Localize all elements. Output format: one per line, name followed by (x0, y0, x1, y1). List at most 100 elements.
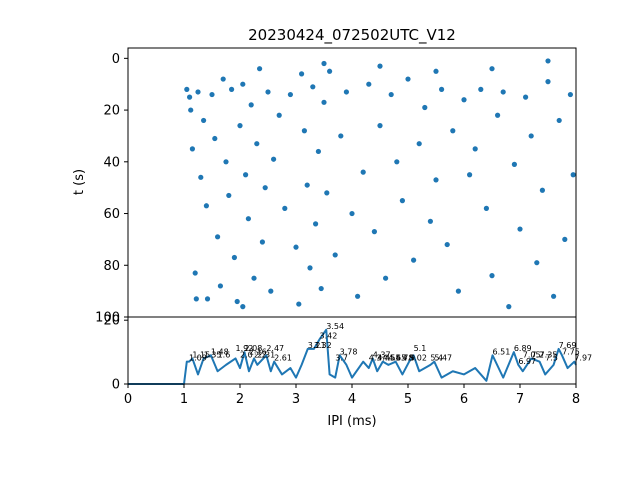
scatter-point (360, 169, 366, 175)
scatter-point (511, 161, 517, 167)
scatter-point (254, 141, 260, 147)
scatter-point (240, 304, 246, 310)
scatter-point (455, 288, 461, 294)
scatter-point (184, 86, 190, 92)
top-y-tick-label: 60 (103, 207, 120, 222)
bottom-x-tick-label: 8 (572, 392, 580, 407)
scatter-point (545, 79, 551, 85)
scatter-point (570, 172, 576, 178)
scatter-point (562, 236, 568, 242)
peak-annotation: 2.2 (254, 350, 267, 359)
peak-annotation: 7.75 (562, 347, 580, 356)
peak-annotation: 7.97 (574, 354, 592, 363)
peak-annotation: 1.35 (204, 350, 222, 359)
scatter-point (427, 218, 433, 224)
peak-annotation: 1.6 (218, 350, 231, 359)
top-plot-area (128, 48, 576, 317)
scatter-point (187, 94, 193, 100)
scatter-point (192, 270, 198, 276)
scatter-point (315, 148, 321, 155)
peak-annotation: 7.69 (559, 341, 577, 350)
scatter-points (184, 58, 576, 310)
scatter-point (377, 123, 383, 129)
peak-annotation: 7.05 (523, 350, 541, 359)
scatter-point (506, 304, 512, 310)
peak-annotation: 1.09 (189, 354, 207, 363)
scatter-point (478, 86, 484, 92)
scatter-point (215, 234, 221, 240)
bottom-y-tick-label: 20 (103, 314, 120, 329)
scatter-point (220, 76, 226, 82)
scatter-point (338, 133, 344, 139)
scatter-point (265, 89, 271, 95)
scatter-point (324, 190, 330, 196)
scatter-point (489, 273, 495, 279)
peak-annotation: 4.3 (369, 354, 382, 363)
bottom-x-axis-label: IPI (ms) (327, 414, 376, 429)
scatter-point (229, 86, 235, 92)
peak-annotations: 1.091.151.351.481.6 1.922.02.082.162.22.3… (189, 322, 592, 366)
scatter-point (293, 244, 299, 250)
scatter-point (195, 89, 201, 95)
scatter-point (444, 241, 450, 248)
scatter-point (422, 104, 428, 111)
scatter-point (240, 81, 246, 87)
scatter-point (495, 112, 501, 118)
bottom-x-tick-label: 2 (236, 392, 244, 407)
scatter-point (416, 141, 422, 147)
scatter-point (349, 210, 355, 217)
scatter-point (189, 146, 195, 152)
scatter-point (383, 275, 389, 281)
peak-annotation: 5.47 (434, 354, 452, 363)
scatter-point (226, 192, 232, 199)
peak-annotation: 4.37 (373, 350, 391, 359)
scatter-point (399, 198, 405, 204)
peak-annotation: 4.78 (396, 354, 414, 363)
scatter-point (366, 81, 372, 87)
peak-annotation: 2.08 (244, 344, 262, 353)
scatter-point (188, 107, 194, 113)
scatter-point (545, 58, 551, 64)
scatter-point (567, 91, 574, 98)
scatter-point (534, 260, 540, 266)
scatter-point (327, 68, 333, 74)
peak-annotation: 3.32 (314, 341, 332, 350)
scatter-point (287, 91, 293, 98)
scatter-point (439, 86, 445, 92)
bottom-x-tick-label: 0 (124, 392, 132, 407)
scatter-point (217, 283, 223, 289)
scatter-point (276, 112, 282, 118)
peak-annotation: 4.65 (388, 354, 406, 363)
bottom-x-ticks: 0 1 2 3 4 5 6 7 8 (124, 384, 580, 407)
peak-annotation: 2.16 (249, 347, 267, 356)
scatter-point (433, 177, 439, 183)
peak-annotation: 7.5 (545, 354, 558, 363)
bottom-y-tick-label: 0 (112, 378, 120, 393)
top-y-tick-label: 0 (112, 52, 120, 67)
scatter-point (500, 89, 506, 95)
scatter-point (489, 66, 495, 72)
bottom-x-tick-label: 6 (460, 392, 468, 407)
scatter-point (467, 172, 473, 178)
peak-annotation: 6.51 (493, 347, 511, 356)
scatter-point (483, 205, 489, 211)
scatter-point (245, 216, 251, 222)
scatter-point (234, 298, 240, 305)
top-y-tick-label: 80 (103, 259, 120, 274)
scatter-point (318, 285, 324, 292)
scatter-point (204, 296, 211, 302)
scatter-point (212, 135, 218, 142)
scatter-point (243, 172, 249, 178)
scatter-point (343, 89, 349, 95)
scatter-point (388, 91, 394, 98)
scatter-point (355, 293, 361, 299)
scatter-point (551, 293, 557, 299)
scatter-point (307, 265, 313, 271)
scatter-point (371, 229, 377, 235)
bottom-x-tick-label: 1 (180, 392, 188, 407)
peak-annotation: 5.4 (430, 354, 443, 363)
scatter-point (251, 275, 257, 281)
top-y-tick-label: 20 (103, 104, 120, 119)
bottom-x-tick-label: 5 (404, 392, 412, 407)
scatter-point (556, 117, 562, 124)
